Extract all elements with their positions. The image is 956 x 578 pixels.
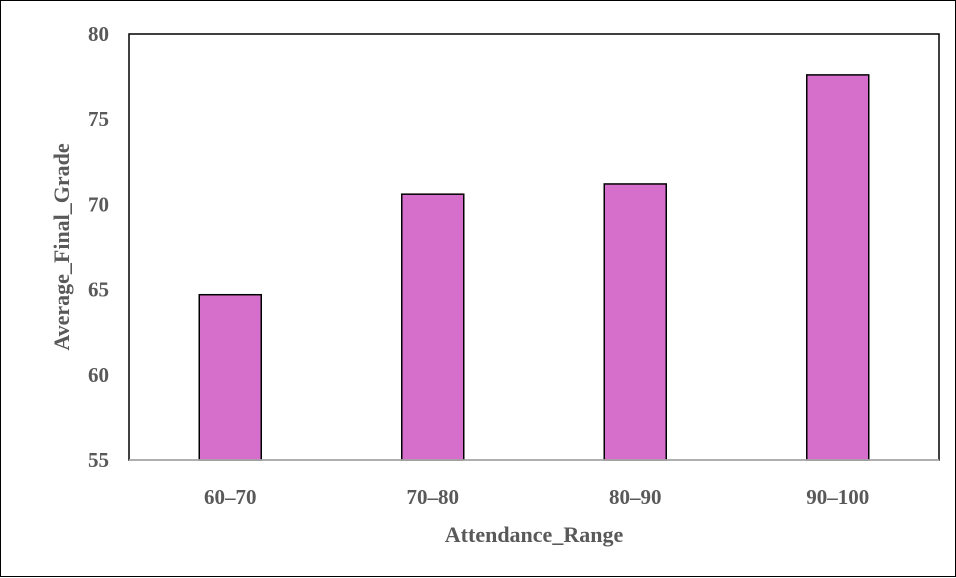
plot-area	[128, 33, 940, 461]
bars-group	[198, 74, 870, 461]
x-tick-label: 60–70	[204, 485, 257, 509]
bar-60–70	[198, 293, 262, 461]
x-tick-label: 90–100	[806, 485, 869, 509]
bar-90–100	[806, 74, 870, 461]
x-axis-title: Attendance_Range	[445, 522, 624, 547]
y-tick-label: 60	[88, 363, 109, 387]
x-tick-label: 80–90	[609, 485, 662, 509]
x-axis-ticks: 60–70 70–80 80–90 90–100	[204, 485, 869, 509]
y-tick-label: 80	[88, 22, 109, 46]
x-tick-label: 70–80	[407, 485, 460, 509]
y-tick-label: 65	[88, 278, 109, 302]
y-axis-title: Average_Final_Grade	[49, 143, 74, 351]
y-tick-label: 70	[88, 192, 109, 216]
y-axis-ticks: 55 60 65 70 75 80	[88, 22, 109, 472]
bar-70–80	[401, 193, 465, 461]
y-tick-label: 55	[88, 448, 109, 472]
y-tick-label: 75	[88, 107, 109, 131]
bar-80–90	[603, 183, 667, 461]
